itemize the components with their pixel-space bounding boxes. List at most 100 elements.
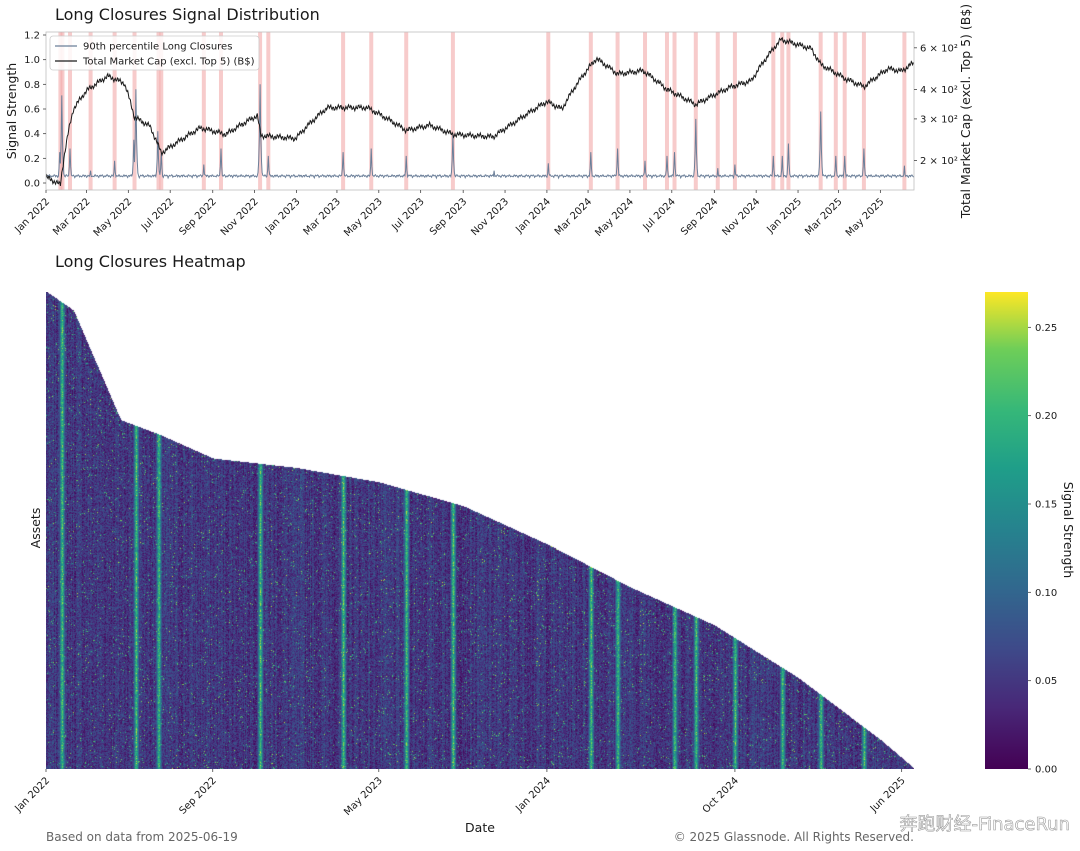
x-tick-may-2023: May 2023 — [342, 196, 385, 239]
x-tick-may-2025: May 2025 — [844, 196, 887, 239]
market-cap-y-axis-label: Total Market Cap (excl. Top 5) (B$) — [958, 4, 973, 219]
colorbar-tick-0-10: 0.10 — [1035, 588, 1057, 599]
highlight-band-27 — [786, 32, 791, 190]
highlight-band-31 — [861, 32, 866, 190]
colorbar-tick-0-00: 0.00 — [1035, 765, 1057, 776]
legend-label-percentile: 90th percentile Long Closures — [83, 42, 232, 53]
signal-plot-frame — [45, 31, 915, 191]
signal-y-axis-label: Signal Strength — [4, 63, 19, 159]
x-tick-jul-2024: Jul 2024 — [641, 196, 678, 233]
y-tick-0-4: 0.4 — [24, 129, 40, 140]
signal-y-axis: 0.0 0.2 0.4 0.6 0.8 1.0 1.2 — [24, 31, 46, 190]
signal-legend: 90th percentile Long Closures Total Mark… — [49, 35, 260, 71]
highlight-band-8 — [201, 32, 206, 190]
heatmap-title: Long Closures Heatmap — [55, 252, 246, 271]
highlight-band-23 — [715, 32, 720, 190]
highlight-band-28 — [818, 32, 823, 190]
highlight-band-2 — [68, 32, 73, 190]
highlight-band-20 — [664, 32, 669, 190]
heatmap-x-axis: Jan 2022 Sep 2022 May 2023 Jan 2024 Oct 2024… — [12, 769, 908, 818]
heatmap-x-tick-jun-2025: Jun 2025 — [868, 775, 908, 815]
glassnode-watermark: glassnode — [368, 309, 601, 363]
highlight-bands — [58, 32, 907, 190]
legend-box — [49, 35, 260, 71]
highlight-band-32 — [902, 32, 907, 190]
colorbar — [985, 292, 1028, 769]
footer-data-date: Based on data from 2025-06-19 — [46, 830, 238, 844]
y2-tick-200: 2 × 10² — [920, 156, 958, 167]
highlight-band-4 — [112, 32, 117, 190]
y-tick-0-6: 0.6 — [24, 105, 40, 116]
x-tick-may-2022: May 2022 — [92, 196, 135, 239]
x-tick-jul-2022: Jul 2022 — [139, 196, 176, 233]
x-tick-mar-2023: Mar 2023 — [302, 196, 343, 237]
x-tick-sep-2023: Sep 2023 — [428, 196, 469, 237]
y2-tick-300: 3 × 10² — [920, 114, 958, 125]
x-tick-mar-2022: Mar 2022 — [51, 196, 92, 237]
highlight-band-14 — [404, 32, 409, 190]
colorbar-label: Signal Strength — [1061, 482, 1076, 578]
x-tick-jan-2022: Jan 2022 — [12, 196, 52, 236]
highlight-band-7 — [159, 32, 164, 190]
y2-tick-400: 4 × 10² — [920, 85, 958, 96]
highlight-band-0 — [58, 32, 63, 190]
highlight-band-13 — [369, 32, 374, 190]
highlight-band-22 — [693, 32, 698, 190]
heatmap-x-tick-sep-2022: Sep 2022 — [177, 775, 218, 816]
heatmap-x-tick-oct-2024: Oct 2024 — [701, 775, 741, 815]
highlight-band-11 — [266, 32, 271, 190]
heatmap-x-tick-jan-2022: Jan 2022 — [12, 775, 52, 815]
signal-chart-title: Long Closures Signal Distribution — [55, 5, 320, 24]
highlight-band-12 — [341, 32, 346, 190]
highlight-band-3 — [88, 32, 93, 190]
corner-watermark: 奔跑财经-FinaceRun — [900, 814, 1070, 835]
highlight-band-6 — [156, 32, 161, 190]
market-cap-y-axis: 2 × 10² 3 × 10² 4 × 10² 6 × 10² — [914, 43, 958, 167]
highlight-band-15 — [450, 32, 455, 190]
series-line-percentile — [46, 84, 914, 180]
x-tick-jan-2023: Jan 2023 — [263, 196, 303, 236]
x-tick-nov-2024: Nov 2024 — [720, 196, 762, 238]
x-tick-jan-2025: Jan 2025 — [764, 196, 804, 236]
x-tick-jan-2024: Jan 2024 — [513, 196, 553, 236]
heatmap-cells — [46, 292, 914, 769]
colorbar-axis: 0.00 0.05 0.10 0.15 0.20 0.25 — [1028, 323, 1057, 776]
highlight-band-9 — [218, 32, 223, 190]
x-tick-may-2024: May 2024 — [593, 196, 636, 239]
highlight-band-29 — [833, 32, 838, 190]
highlight-band-18 — [615, 32, 620, 190]
heatmap-x-tick-may-2023: May 2023 — [342, 775, 385, 818]
x-tick-mar-2024: Mar 2024 — [553, 196, 594, 237]
footer-copyright: © 2025 Glassnode. All Rights Reserved. — [674, 830, 914, 844]
y-tick-0-8: 0.8 — [24, 80, 40, 91]
y2-tick-600: 6 × 10² — [920, 43, 958, 54]
highlight-band-16 — [546, 32, 551, 190]
highlight-band-5 — [132, 32, 137, 190]
colorbar-tick-0-15: 0.15 — [1035, 500, 1057, 511]
x-tick-nov-2023: Nov 2023 — [469, 196, 511, 238]
x-tick-sep-2022: Sep 2022 — [177, 196, 218, 237]
heatmap-y-axis-label: Assets — [28, 508, 43, 549]
highlight-band-17 — [588, 32, 593, 190]
y-tick-0-0: 0.0 — [24, 179, 40, 190]
legend-label-market-cap: Total Market Cap (excl. Top 5) (B$) — [82, 57, 255, 68]
colorbar-tick-0-25: 0.25 — [1035, 323, 1057, 334]
heatmap-x-axis-label: Date — [465, 820, 495, 835]
highlight-band-24 — [732, 32, 737, 190]
heatmap-image — [46, 292, 914, 769]
colorbar-tick-0-05: 0.05 — [1035, 676, 1057, 687]
x-tick-mar-2025: Mar 2025 — [803, 196, 844, 237]
highlight-band-30 — [842, 32, 847, 190]
colorbar-tick-0-20: 0.20 — [1035, 411, 1057, 422]
x-tick-sep-2024: Sep 2024 — [679, 196, 720, 237]
heatmap-x-tick-jan-2024: Jan 2024 — [513, 775, 553, 815]
y-tick-1-0: 1.0 — [24, 55, 40, 66]
highlight-band-19 — [643, 32, 648, 190]
y-tick-1-2: 1.2 — [24, 31, 40, 42]
y-tick-0-2: 0.2 — [24, 154, 40, 165]
highlight-band-25 — [771, 32, 776, 190]
x-tick-nov-2022: Nov 2022 — [219, 196, 261, 238]
signal-x-axis: Jan 2022 Mar 2022 May 2022 Jul 2022 Sep 2022… — [12, 190, 887, 239]
highlight-band-26 — [780, 32, 785, 190]
